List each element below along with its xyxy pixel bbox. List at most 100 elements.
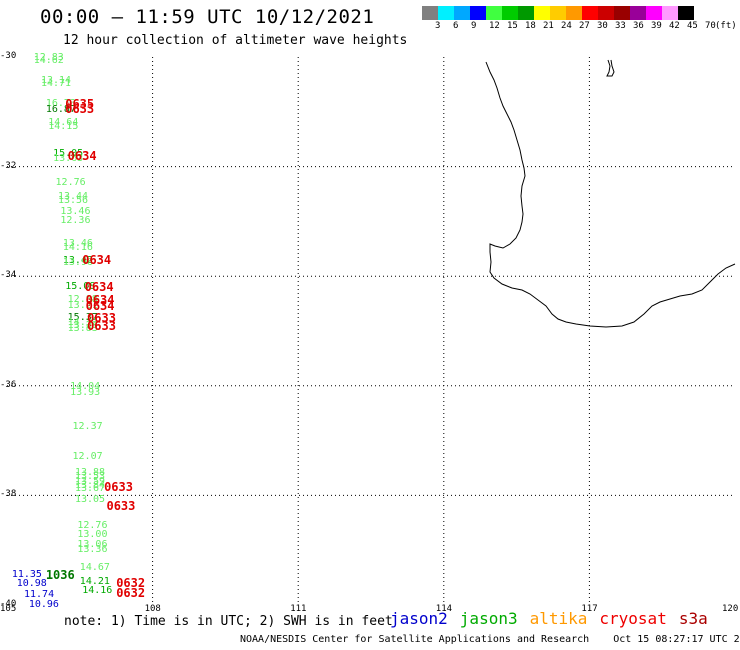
- wave-height-label: 12.07: [72, 451, 103, 463]
- wave-height-label: 12.76: [55, 177, 86, 189]
- legend-swatch: [454, 6, 470, 20]
- wave-height-label: 13.00: [77, 528, 108, 540]
- color-legend: [422, 6, 694, 20]
- pass-time-label: 0634: [85, 299, 115, 314]
- legend-swatch: [614, 6, 630, 20]
- legend-label: 36: [633, 21, 644, 31]
- x-tick-label: 117: [581, 604, 598, 614]
- wave-height-label: 10.96: [28, 599, 59, 610]
- legend-label: 30: [597, 21, 608, 31]
- legend-swatch: [550, 6, 566, 20]
- y-tick-label: -30: [0, 51, 17, 61]
- wave-height-label: 16.73: [45, 98, 76, 110]
- legend-label: 21: [543, 21, 554, 31]
- footer-credit: NOAA/NESDIS Center for Satellite Applica…: [240, 634, 590, 645]
- wave-height-label: 14.64: [48, 116, 79, 128]
- wave-height-label: 13.67: [74, 482, 106, 494]
- pass-time-label: 0634: [85, 292, 115, 307]
- wave-height-label: 13.83: [67, 323, 98, 335]
- legend-swatch: [630, 6, 646, 20]
- satellite-legend-item: jason2: [390, 609, 448, 628]
- legend-label: 6: [453, 21, 459, 31]
- wave-height-label: 12.76: [77, 519, 108, 531]
- legend-swatch: [598, 6, 614, 20]
- wave-height-label: 15.08: [65, 281, 96, 293]
- wave-height-label: 14.16: [82, 585, 113, 597]
- wave-height-label: 13.42: [62, 254, 93, 266]
- pass-time-label: 1036: [45, 567, 75, 582]
- pass-time-label: 0632: [116, 576, 146, 591]
- wave-height-label: 14.62: [33, 55, 64, 67]
- map-title: 00:00 – 11:59 UTC 10/12/2021: [40, 6, 375, 28]
- satellite-legend-item: cryosat: [599, 609, 667, 628]
- wave-height-label: 14.15: [48, 120, 79, 132]
- wave-height-label: 12.83: [33, 52, 64, 64]
- legend-swatch: [678, 6, 694, 20]
- wave-height-label: 13.53: [74, 471, 106, 483]
- x-tick-label: 114: [435, 604, 453, 614]
- legend-label: 39: [651, 21, 662, 31]
- wave-height-label: 13.59: [74, 475, 106, 487]
- footer: NOAA/NESDIS Center for Satellite Applica…: [240, 634, 740, 645]
- satellite-legend-item: s3a: [678, 609, 708, 628]
- pass-time-label: 0633: [65, 102, 95, 117]
- legend-label: 42: [669, 21, 680, 31]
- pass-time-label: 0633: [106, 499, 136, 514]
- pass-time-label: 0634: [82, 252, 112, 267]
- coastline: [485, 61, 736, 328]
- wave-height-label: 13.56: [57, 194, 89, 206]
- wave-height-label: 14.71: [40, 77, 72, 89]
- legend-swatch: [518, 6, 534, 20]
- wave-height-label: 13.46: [60, 206, 91, 218]
- wave-height-label: 13.63: [53, 152, 84, 164]
- legend-label: 33: [615, 21, 626, 31]
- island-outline: [606, 59, 615, 77]
- wave-height-label: 13.93: [70, 386, 101, 398]
- footer-timestamp: Oct 15 08:27:17 UTC 2021: [613, 634, 740, 645]
- wave-height-label: 13.36: [77, 544, 108, 556]
- wave-height-label: 14.21: [79, 575, 110, 587]
- legend-swatch: [566, 6, 582, 20]
- pass-time-label: 0633: [87, 318, 116, 333]
- wave-height-label: 14.04: [70, 381, 101, 393]
- legend-label: 27: [579, 21, 590, 31]
- legend-swatch: [422, 6, 438, 20]
- legend-swatch: [438, 6, 454, 20]
- wave-height-label: 13.46: [62, 237, 93, 249]
- y-tick-label: -40: [0, 599, 17, 609]
- wave-height-label: 16.87: [45, 103, 76, 115]
- satellite-legend: jason2 jason3 altika cryosat s3a: [390, 609, 720, 628]
- x-tick-label: 120: [722, 604, 739, 614]
- wave-height-label: 15.37: [67, 312, 98, 324]
- wave-height-label: 13.14: [40, 74, 72, 86]
- x-tick-label: 111: [290, 604, 307, 614]
- wave-height-label: 11.35: [11, 568, 42, 580]
- wave-height-label: 12.88: [67, 293, 98, 305]
- x-tick-label: 108: [144, 604, 161, 614]
- y-tick-label: -36: [0, 379, 17, 390]
- pass-time-label: 0632: [116, 585, 146, 600]
- legend-label: 15: [507, 21, 518, 31]
- map-subtitle: 12 hour collection of altimeter wave hei…: [63, 33, 408, 48]
- wave-height-label: 11.74: [23, 589, 55, 601]
- legend-swatch: [662, 6, 678, 20]
- wave-height-label: 13.84: [74, 480, 106, 492]
- y-tick-label: -38: [0, 489, 17, 500]
- legend-label: 18: [525, 21, 536, 31]
- satellite-legend-item: altika: [529, 609, 588, 628]
- legend-label: 70: [705, 21, 716, 31]
- legend-label: 3: [435, 21, 441, 31]
- legend-label: 9: [471, 21, 477, 31]
- wave-height-label: 13.21: [67, 300, 98, 312]
- y-tick-label: -32: [0, 160, 17, 171]
- pass-time-label: 0634: [84, 280, 114, 295]
- legend-unit: (ft): [715, 21, 737, 31]
- pass-time-label: 0635: [65, 96, 95, 111]
- wave-height-label: 13.44: [57, 190, 89, 202]
- legend-swatch: [582, 6, 598, 20]
- wave-height-label: 14.16: [62, 242, 93, 254]
- legend-label: 45: [687, 21, 698, 31]
- wave-height-label: 14.32: [67, 316, 98, 328]
- legend-swatch: [534, 6, 550, 20]
